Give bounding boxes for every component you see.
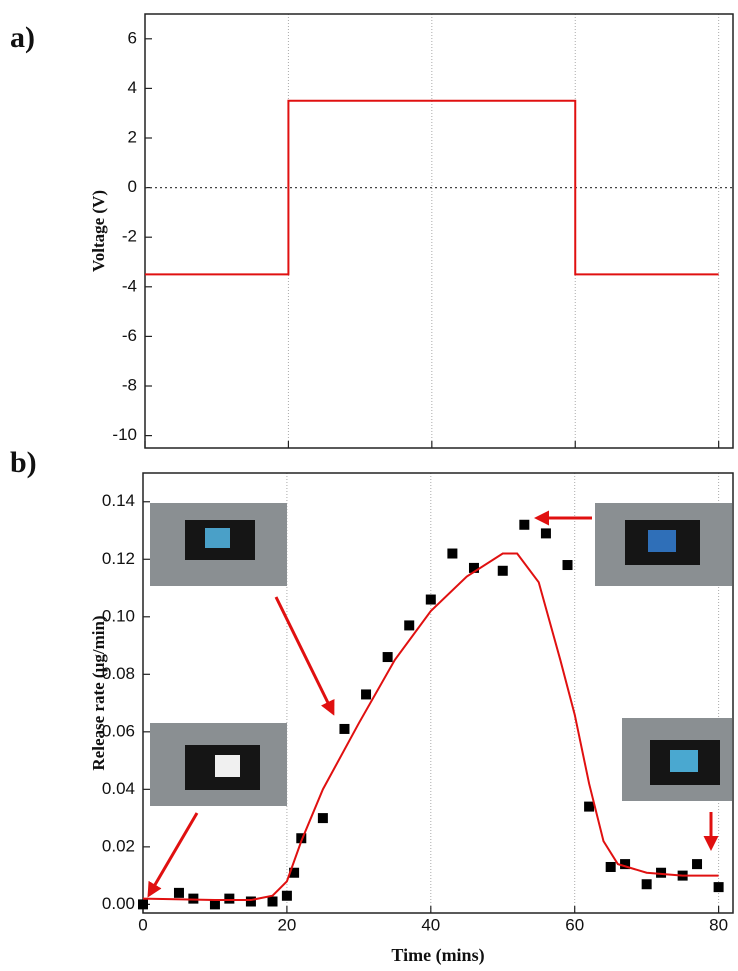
y-tick-label: -4	[122, 276, 137, 295]
x-tick-label: 80	[709, 915, 728, 934]
y-tick-label: 0.02	[102, 836, 135, 855]
x-tick-label: 20	[277, 915, 296, 934]
arrow	[274, 596, 335, 716]
data-point	[173, 887, 184, 898]
data-point	[289, 867, 300, 878]
inset-spot	[648, 530, 676, 552]
data-point	[339, 723, 350, 734]
data-point	[605, 861, 616, 872]
data-point	[519, 519, 530, 530]
x-tick-label: 0	[138, 915, 147, 934]
y-tick-label: -8	[122, 375, 137, 394]
y-axis-label: Release rate (µg/min)	[89, 615, 108, 770]
inset-spot	[670, 750, 698, 772]
data-point	[382, 652, 393, 663]
y-tick-label: -10	[112, 425, 137, 444]
panel-label: a)	[10, 21, 35, 54]
panel-label: b)	[10, 446, 37, 479]
inset-spot	[215, 755, 240, 777]
data-point	[317, 813, 328, 824]
x-tick-label: 40	[421, 915, 440, 934]
x-tick-label: 60	[565, 915, 584, 934]
data-point	[713, 882, 724, 893]
arrow	[147, 812, 199, 898]
data-point	[267, 896, 278, 907]
y-tick-label: 0.06	[102, 721, 135, 740]
data-point	[656, 867, 667, 878]
y-tick-label: 0.04	[102, 779, 135, 798]
data-point	[281, 890, 292, 901]
data-point	[584, 801, 595, 812]
insets	[150, 503, 732, 806]
data-point	[224, 893, 235, 904]
data-point	[497, 565, 508, 576]
y-tick-label: 0.10	[102, 606, 135, 625]
data-line	[142, 552, 719, 902]
data-point	[425, 594, 436, 605]
data-point	[188, 893, 199, 904]
plot-frame	[142, 472, 734, 914]
y-axis-label: Voltage (V)	[89, 190, 108, 272]
y-tick-label: 0.14	[102, 491, 135, 510]
y-tick-label: 4	[128, 78, 137, 97]
data-point	[692, 859, 703, 870]
data-point	[361, 689, 372, 700]
y-tick-label: -6	[122, 326, 137, 345]
data-point	[468, 562, 479, 573]
data-point	[245, 896, 256, 907]
data-line	[145, 99, 719, 276]
data-point	[209, 899, 220, 910]
data-point	[138, 899, 148, 910]
data-point	[447, 548, 458, 559]
y-tick-label: 0	[128, 177, 137, 196]
plot-frame	[144, 13, 734, 449]
x-axis-label: Time (mins)	[391, 945, 484, 966]
data-point	[540, 528, 551, 539]
y-tick-label: 0.00	[102, 894, 135, 913]
data-point	[404, 620, 415, 631]
y-tick-label: 2	[128, 127, 137, 146]
y-tick-label: -2	[122, 227, 137, 246]
y-tick-label: 0.08	[102, 664, 135, 683]
data-point	[620, 859, 631, 870]
data-point	[296, 833, 307, 844]
y-tick-label: 0.12	[102, 549, 135, 568]
arrows	[147, 510, 719, 898]
data-point	[562, 560, 573, 571]
y-tick-label: 6	[128, 28, 137, 47]
data-point	[641, 879, 652, 890]
charts: a) Voltage (V) -10 -8 -6 -4 -2 0 2 4 6 b) Release ra…	[10, 13, 734, 966]
inset-spot	[205, 528, 230, 548]
